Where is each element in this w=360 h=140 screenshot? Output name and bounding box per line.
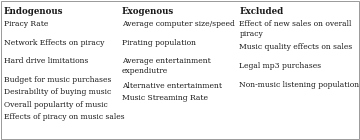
Text: Pirating population: Pirating population <box>122 39 196 47</box>
Text: Average computer size/speed: Average computer size/speed <box>122 20 235 28</box>
Text: Endogenous: Endogenous <box>4 7 63 16</box>
Text: Effect of new sales on overall
piracy: Effect of new sales on overall piracy <box>239 20 352 38</box>
Text: Piracy Rate: Piracy Rate <box>4 20 48 28</box>
Text: Exogenous: Exogenous <box>122 7 174 16</box>
Text: Alternative entertainment: Alternative entertainment <box>122 82 222 90</box>
Text: Network Effects on piracy: Network Effects on piracy <box>4 39 104 47</box>
Text: Effects of piracy on music sales: Effects of piracy on music sales <box>4 113 124 121</box>
Text: Average entertainment
expendiutre: Average entertainment expendiutre <box>122 57 211 75</box>
Text: Music quality effects on sales: Music quality effects on sales <box>239 43 353 51</box>
Text: Legal mp3 purchases: Legal mp3 purchases <box>239 62 321 70</box>
Text: Budget for music purchases: Budget for music purchases <box>4 76 111 84</box>
Text: Non-music listening population: Non-music listening population <box>239 81 360 89</box>
Text: Overall popularity of music: Overall popularity of music <box>4 101 107 109</box>
Text: Hard drive limitations: Hard drive limitations <box>4 57 88 65</box>
Text: Excluded: Excluded <box>239 7 284 16</box>
Text: Desirability of buying music: Desirability of buying music <box>4 88 111 96</box>
Text: Music Streaming Rate: Music Streaming Rate <box>122 94 208 102</box>
